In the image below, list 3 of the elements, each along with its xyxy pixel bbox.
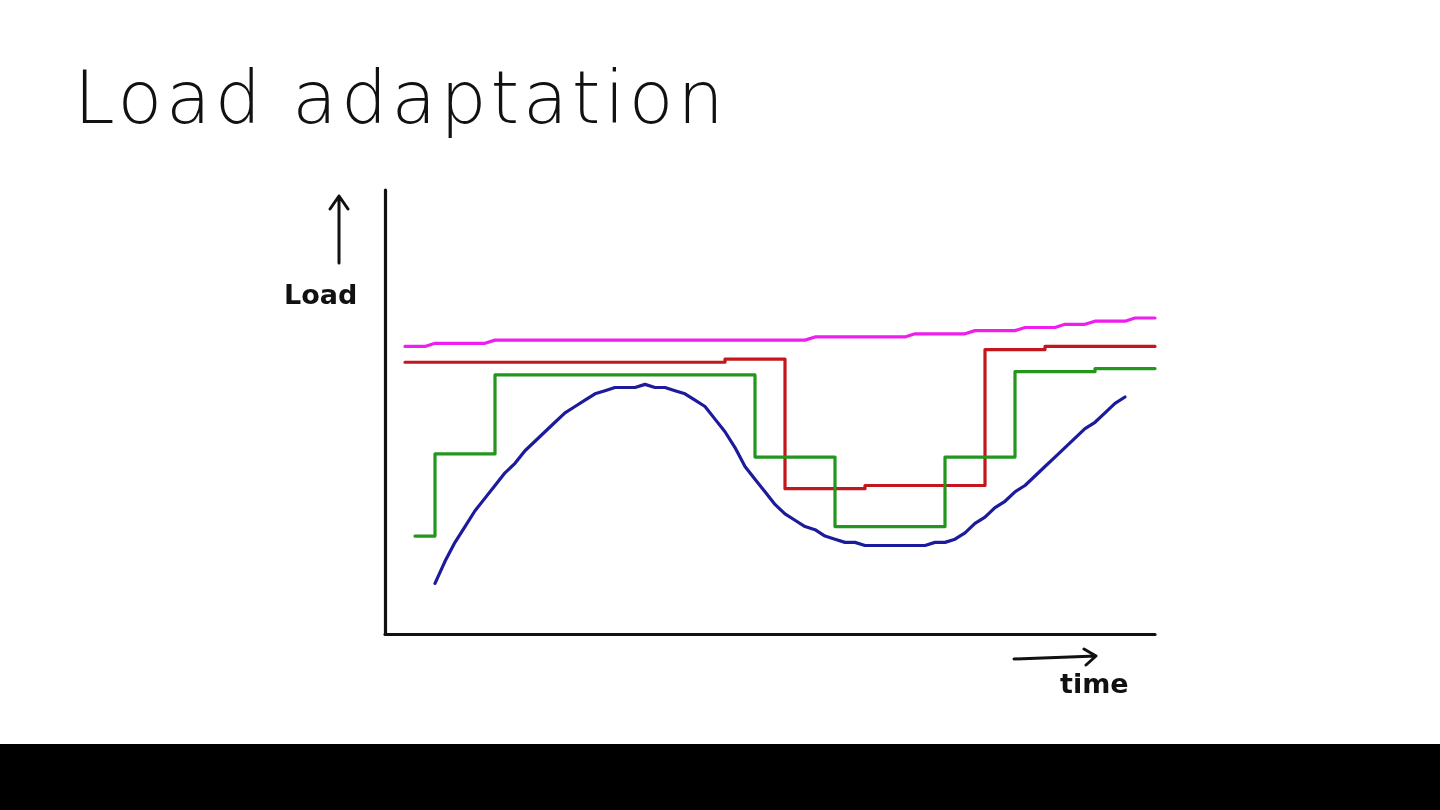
- x-axis-title: time: [1060, 668, 1129, 699]
- y-axis-title: Load: [284, 279, 358, 310]
- chart-title: Load adaptation: [74, 55, 728, 140]
